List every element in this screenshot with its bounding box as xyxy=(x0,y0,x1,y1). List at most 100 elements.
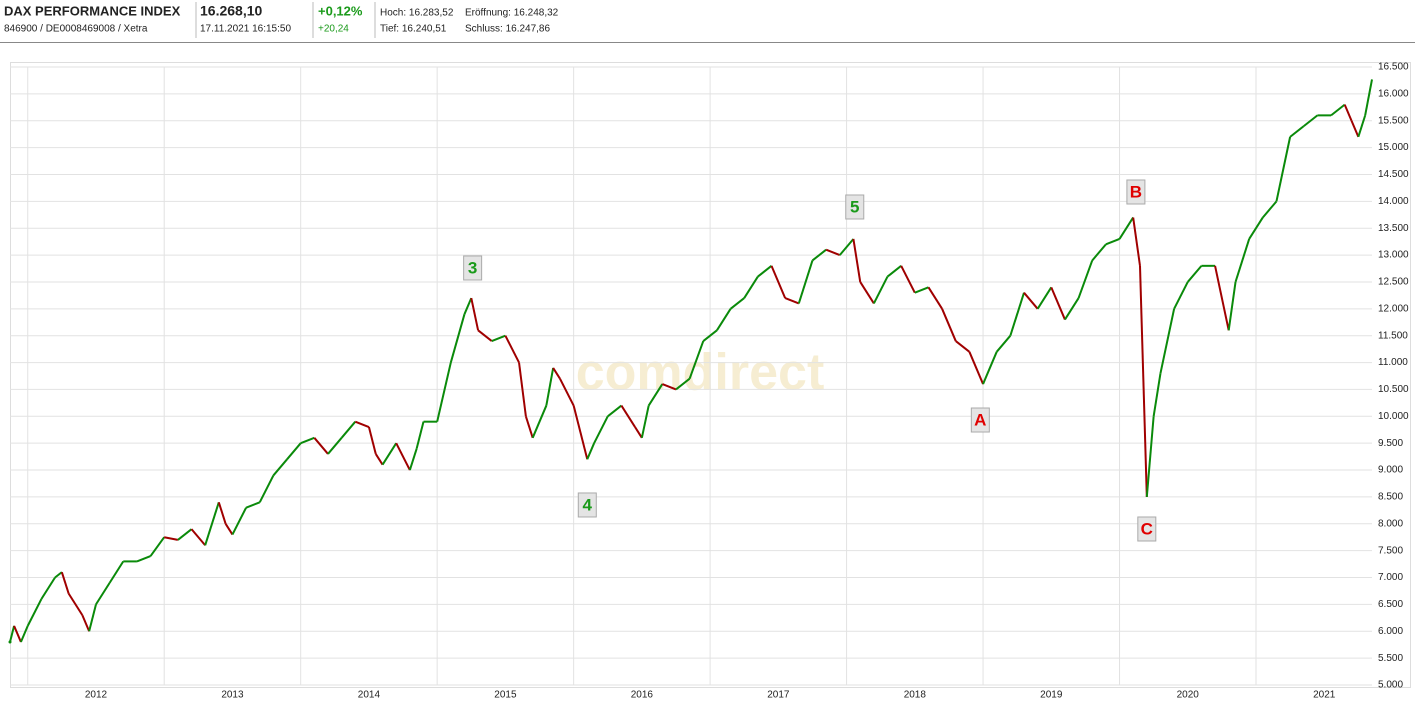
y-tick-label: 6.000 xyxy=(1378,626,1403,637)
wave-label: C xyxy=(1141,519,1153,538)
y-tick-label: 9.000 xyxy=(1378,465,1403,476)
price-segment xyxy=(470,297,480,331)
price-segment xyxy=(1091,243,1107,262)
price-segment xyxy=(572,405,589,460)
price-segment xyxy=(941,308,957,342)
price-segment xyxy=(1023,292,1039,310)
price-segment xyxy=(552,367,561,380)
price-segment xyxy=(702,329,718,342)
price-segment xyxy=(272,458,288,477)
x-tick-label: 2013 xyxy=(221,690,244,701)
price-segment xyxy=(436,362,452,422)
wave-label: 4 xyxy=(583,495,593,514)
price-segment xyxy=(286,442,302,460)
price-segment xyxy=(927,286,943,310)
price-segment xyxy=(313,437,329,455)
price-segment xyxy=(620,405,636,428)
price-segment xyxy=(367,426,377,455)
price-segment xyxy=(190,528,206,546)
price-segment xyxy=(716,308,732,331)
y-tick-label: 15.000 xyxy=(1378,142,1409,153)
y-tick-label: 14.500 xyxy=(1378,169,1409,180)
y-tick-label: 8.000 xyxy=(1378,518,1403,529)
y-tick-label: 5.000 xyxy=(1378,680,1403,691)
y-tick-label: 13.000 xyxy=(1378,250,1409,261)
x-tick-label: 2016 xyxy=(631,690,654,701)
change-pct: +0,12% xyxy=(318,3,363,18)
price-segment xyxy=(136,555,151,563)
price-segment xyxy=(224,523,234,536)
price-segment xyxy=(1145,416,1155,497)
y-tick-label: 12.500 xyxy=(1378,277,1409,288)
price-segment xyxy=(245,501,261,509)
price-segment xyxy=(9,625,16,643)
price-segment xyxy=(852,238,862,283)
price-segment xyxy=(88,604,97,632)
y-tick-label: 14.000 xyxy=(1378,196,1409,207)
price-segment xyxy=(640,405,650,439)
price-segment xyxy=(729,297,745,310)
price-segment xyxy=(757,265,773,278)
price-segment xyxy=(1350,120,1360,138)
wave-label: A xyxy=(974,410,986,429)
price-segment xyxy=(1357,115,1367,138)
price-segment xyxy=(449,313,466,363)
price-segment xyxy=(60,571,70,594)
index-title: DAX PERFORMANCE INDEX xyxy=(4,3,181,18)
y-tick-label: 11.500 xyxy=(1378,330,1408,341)
price-segment xyxy=(859,281,875,304)
y-tick-label: 11.000 xyxy=(1378,357,1408,368)
price-segment xyxy=(1186,265,1203,283)
price-segment xyxy=(177,528,193,541)
price-segment xyxy=(95,582,111,605)
x-tick-label: 2017 xyxy=(767,690,790,701)
y-tick-label: 15.500 xyxy=(1378,115,1409,126)
price-segment xyxy=(743,276,759,299)
y-tick-label: 16.000 xyxy=(1378,89,1409,100)
wave-label-box xyxy=(463,255,483,281)
x-tick-label: 2014 xyxy=(358,690,381,701)
price-segment xyxy=(647,383,664,407)
close: Schluss: 16.247,86 xyxy=(465,24,550,35)
wave-label: 5 xyxy=(850,197,859,216)
price-segment xyxy=(231,507,247,535)
price-segment xyxy=(586,442,596,460)
index-ids: 846900 / DE0008469008 / Xetra xyxy=(4,24,148,35)
wave-label: B xyxy=(1130,182,1142,201)
price-segment xyxy=(872,276,889,304)
price-segment xyxy=(1289,125,1305,138)
price-segment xyxy=(300,436,315,445)
price-segment xyxy=(1064,297,1080,321)
y-tick-label: 10.500 xyxy=(1378,384,1409,395)
price-segment xyxy=(381,442,398,466)
price-segment xyxy=(1275,136,1292,202)
price-segment xyxy=(149,536,166,557)
y-tick-label: 8.500 xyxy=(1378,492,1403,503)
price-segment xyxy=(634,426,643,439)
x-tick-label: 2020 xyxy=(1177,690,1200,701)
price-segment xyxy=(1009,292,1025,336)
x-tick-label: 2019 xyxy=(1040,690,1063,701)
wave-label-box xyxy=(577,492,597,518)
wave-label-box xyxy=(1137,516,1157,542)
price-segment xyxy=(688,340,705,380)
plot-frame xyxy=(10,62,1411,688)
price-segment xyxy=(1248,216,1264,240)
price-segment xyxy=(13,625,22,643)
price-segment xyxy=(955,340,971,353)
price-segment xyxy=(67,593,84,616)
price-segment xyxy=(559,378,575,407)
price-segment xyxy=(19,625,29,643)
x-tick-label: 2021 xyxy=(1313,690,1336,701)
y-tick-label: 13.500 xyxy=(1378,223,1409,234)
price-segment xyxy=(914,286,929,294)
price-segment xyxy=(1303,114,1319,127)
y-tick-label: 7.500 xyxy=(1378,545,1403,556)
price-segment xyxy=(395,442,411,471)
price-segment xyxy=(108,560,125,584)
price-segment xyxy=(54,571,63,579)
price-segment xyxy=(661,383,677,391)
price-segment xyxy=(477,329,493,342)
price-segment xyxy=(491,334,506,343)
